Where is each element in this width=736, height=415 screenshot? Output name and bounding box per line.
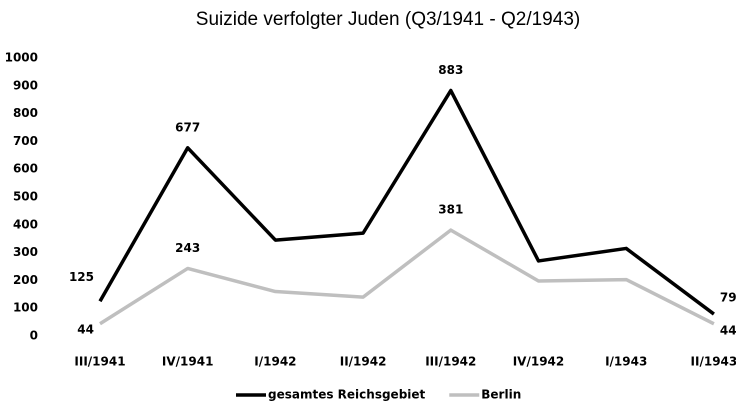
legend-label: gesamtes Reichsgebiet — [268, 388, 426, 402]
x-tick-label: III/1941 — [74, 355, 125, 369]
x-tick-label: I/1942 — [254, 355, 296, 369]
series-line — [98, 88, 715, 316]
data-label: 677 — [175, 120, 200, 134]
x-tick-label: IV/1941 — [162, 355, 214, 369]
legend-label: Berlin — [481, 388, 521, 402]
x-tick-label: IV/1942 — [513, 355, 565, 369]
y-tick-label: 400 — [13, 217, 38, 231]
x-tick-label: II/1942 — [340, 355, 387, 369]
y-tick-label: 600 — [13, 162, 38, 176]
y-tick-label: 500 — [13, 190, 38, 204]
y-tick-label: 0 — [30, 329, 38, 343]
data-label: 44 — [77, 322, 94, 336]
y-tick-label: 100 — [13, 301, 38, 315]
x-tick-label: III/1942 — [425, 355, 476, 369]
y-tick-label: 300 — [13, 245, 38, 259]
data-label: 883 — [438, 63, 463, 77]
data-label: 243 — [175, 241, 200, 255]
data-label: 381 — [438, 203, 463, 217]
series-line — [99, 228, 715, 326]
data-label: 44 — [720, 323, 736, 337]
chart-title: Suizide verfolgter Juden (Q3/1941 - Q2/1… — [196, 9, 580, 30]
y-tick-label: 200 — [13, 273, 38, 287]
data-label: 125 — [69, 270, 94, 284]
y-tick-label: 700 — [13, 134, 38, 148]
x-tick-label: II/1943 — [691, 355, 736, 369]
y-tick-label: 800 — [13, 106, 38, 120]
data-label: 79 — [720, 291, 736, 305]
x-tick-label: I/1943 — [605, 355, 647, 369]
y-tick-label: 1000 — [5, 51, 38, 65]
y-tick-label: 900 — [13, 78, 38, 92]
